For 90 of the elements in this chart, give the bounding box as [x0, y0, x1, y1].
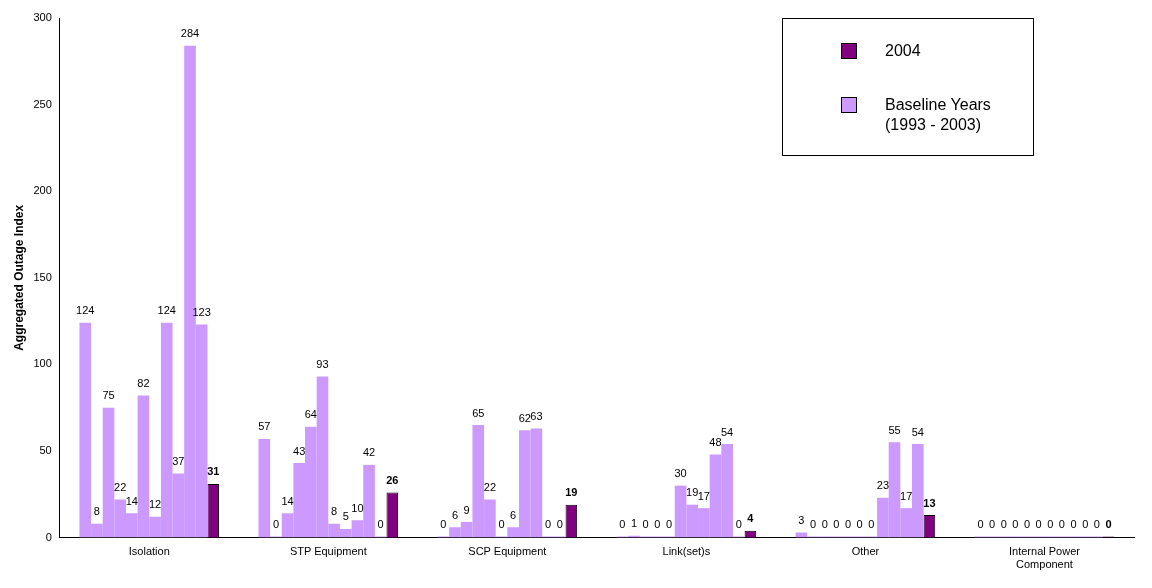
- data-label: 31: [207, 465, 220, 478]
- data-label: 82: [137, 377, 150, 390]
- y-tick-label: 0: [45, 530, 52, 543]
- data-label: 0: [977, 518, 984, 531]
- legend-label: Baseline Years (1993 - 2003): [885, 95, 992, 135]
- data-label: 284: [180, 27, 200, 40]
- data-label: 6: [451, 508, 459, 521]
- data-label: 0: [1070, 518, 1077, 531]
- data-label: 12: [148, 498, 162, 511]
- data-label: 0: [377, 518, 384, 531]
- data-label: 57: [258, 420, 271, 433]
- x-tick-label: Internal Power Component: [1009, 545, 1081, 571]
- data-label: 19: [686, 486, 699, 499]
- data-label: 123: [192, 306, 211, 319]
- data-label: 22: [114, 481, 127, 494]
- data-label: 22: [483, 481, 497, 494]
- data-label: 23: [876, 479, 890, 492]
- data-label: 0: [1058, 518, 1065, 531]
- data-label: 8: [93, 505, 100, 518]
- data-label: 0: [833, 518, 840, 531]
- data-label: 65: [472, 406, 485, 419]
- x-tick-label: Isolation: [128, 545, 170, 558]
- data-label: 30: [674, 467, 687, 480]
- y-tick-label: 150: [33, 270, 52, 283]
- data-label: 42: [362, 446, 376, 459]
- data-label: 0: [1012, 518, 1019, 531]
- x-tick-label: Link(set)s: [662, 545, 711, 558]
- bar: [258, 438, 271, 538]
- data-label: 0: [1023, 518, 1031, 531]
- data-label: 93: [316, 358, 329, 371]
- data-label: 0: [989, 518, 996, 531]
- data-label: 0: [545, 518, 552, 531]
- data-label: 0: [1093, 518, 1100, 531]
- legend-label: 2004: [885, 41, 922, 61]
- y-tick-label: 50: [39, 444, 52, 457]
- data-label: 0: [1000, 518, 1007, 531]
- data-label: 0: [735, 518, 742, 531]
- data-label: 62: [518, 411, 531, 424]
- data-label: 17: [900, 489, 913, 502]
- data-label: 26: [386, 474, 399, 487]
- data-label: 43: [293, 444, 306, 457]
- data-label: 3: [798, 513, 805, 526]
- y-axis-title: Aggregated Outage Index: [11, 204, 26, 351]
- data-label: 0: [1035, 518, 1042, 531]
- x-tick-label: SCP Equipment: [468, 545, 547, 558]
- data-label: 0: [556, 518, 563, 531]
- data-label: 124: [76, 304, 95, 317]
- data-label: 0: [1047, 518, 1054, 531]
- y-tick-label: 250: [33, 97, 52, 110]
- data-label: 48: [709, 436, 722, 448]
- data-label: 10: [351, 501, 364, 514]
- data-label: 6: [510, 508, 517, 521]
- y-tick-label: 300: [33, 11, 52, 24]
- data-label: 0: [272, 518, 280, 531]
- data-label: 75: [102, 389, 115, 402]
- data-label: 4: [747, 512, 755, 525]
- y-tick-label: 200: [33, 184, 52, 197]
- data-label: 0: [844, 518, 852, 531]
- x-tick-label: STP Equipment: [289, 545, 367, 558]
- data-label: 0: [868, 518, 875, 531]
- data-label: 19: [565, 486, 578, 499]
- data-label: 9: [463, 503, 470, 516]
- data-label: 17: [697, 489, 710, 502]
- data-label: 124: [157, 304, 176, 317]
- data-label: 0: [440, 518, 447, 531]
- data-label: 0: [654, 518, 661, 531]
- data-label: 1: [630, 517, 638, 530]
- data-label: 5: [342, 510, 349, 523]
- data-label: 13: [923, 496, 936, 509]
- data-label: 0: [642, 518, 649, 531]
- data-label: 0: [1082, 518, 1089, 531]
- data-label: 14: [125, 494, 138, 507]
- data-label: 8: [331, 505, 338, 518]
- data-label: 0: [856, 518, 863, 531]
- data-label: 0: [821, 518, 828, 531]
- data-label: 37: [172, 455, 185, 468]
- data-label: 0: [498, 518, 505, 531]
- data-label: 63: [530, 410, 543, 423]
- bar: [795, 532, 808, 538]
- data-label: 0: [619, 518, 626, 531]
- data-label: 55: [888, 423, 901, 436]
- data-label: 0: [665, 518, 672, 531]
- x-tick-label: Other: [851, 545, 880, 558]
- data-label: 64: [304, 408, 317, 421]
- y-tick-label: 100: [33, 357, 52, 370]
- data-label: 54: [721, 425, 734, 438]
- data-label: 0: [1105, 518, 1112, 531]
- data-label: 54: [911, 425, 924, 438]
- data-label: 0: [810, 518, 817, 531]
- data-label: 14: [281, 494, 294, 507]
